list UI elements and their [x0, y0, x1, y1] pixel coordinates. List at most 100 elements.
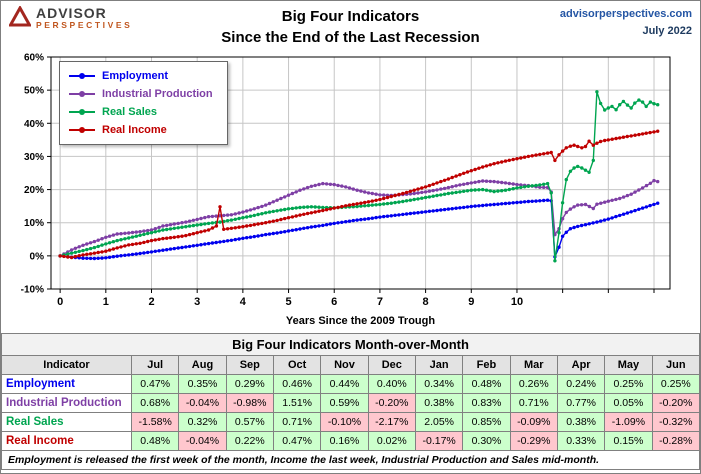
y-axis-tick-label: 10%: [24, 218, 44, 229]
table-cell: -1.09%: [604, 412, 653, 432]
table-cell: 0.48%: [462, 374, 511, 394]
chart-title-line2: Since the End of the Last Recession: [221, 29, 480, 46]
brand-text: ADVISOR PERSPECTIVES: [36, 6, 132, 30]
table-cell: -0.28%: [651, 431, 700, 451]
legend-item: Real Income: [69, 123, 213, 137]
table-cell: 0.68%: [130, 393, 180, 413]
x-axis-tick-label: 6: [331, 296, 337, 308]
table-cell: -0.17%: [414, 431, 464, 451]
table-cell: 0.47%: [130, 374, 180, 394]
table-cell: 0.57%: [225, 412, 274, 432]
legend-item: Employment: [69, 69, 213, 83]
brand-name-bottom: PERSPECTIVES: [36, 19, 133, 30]
report-date: July 2022: [642, 24, 692, 37]
month-column-header: Apr: [556, 355, 606, 375]
table-row: Real Sales -1.58% 0.32% 0.57% 0.71% -0.10% -2.…: [1, 412, 700, 432]
table-title: Big Four Indicators Month-over-Month: [1, 333, 700, 356]
table-cell: 0.47%: [272, 431, 322, 451]
x-axis-tick-label: 4: [240, 296, 247, 308]
mom-table-data-body: Employment 0.47% 0.35% 0.29% 0.46% 0.44% 0.40%…: [1, 374, 700, 451]
month-column-header: Mar: [509, 355, 558, 375]
row-label: Industrial Production: [1, 393, 132, 413]
y-axis-tick-label: 40%: [24, 119, 44, 130]
table-cell: -1.58%: [130, 412, 180, 432]
table-cell: -0.98%: [225, 393, 274, 413]
table-cell: 0.44%: [320, 374, 369, 394]
y-axis-tick-label: 0%: [30, 251, 45, 262]
table-cell: 0.33%: [556, 431, 606, 451]
chart-legend: Employment Industrial Production Real Sale…: [59, 61, 228, 145]
header: ADVISOR PERSPECTIVES Big Four Indicators…: [1, 1, 700, 49]
mom-table: Big Four Indicators Month-over-Month Ind…: [1, 333, 700, 470]
table-cell: 2.05%: [414, 412, 464, 432]
chart-svg: -10% 0% 10% 20% 30% 40% 50% 60% 0 1 2 3 4 5 6 7 8 9 10 Year…: [21, 53, 671, 327]
x-axis-tick-label: 8: [423, 296, 429, 308]
row-label: Real Sales: [1, 412, 132, 432]
month-column-header: Oct: [272, 355, 322, 375]
table-cell: -0.09%: [509, 412, 558, 432]
table-cell: 0.77%: [556, 393, 606, 413]
x-axis-tick-label: 1: [103, 296, 109, 308]
y-axis-tick-label: 60%: [24, 53, 44, 64]
mom-table-body: Big Four Indicators Month-over-Month Ind…: [1, 333, 700, 375]
month-column-header: Jul: [130, 355, 180, 375]
legend-item: Industrial Production: [69, 87, 213, 101]
brand-name-top: ADVISOR: [36, 5, 107, 21]
legend-marker-icon: [69, 127, 95, 133]
mom-table-header-row: Indicator Jul Aug Sep Oct Nov Dec Jan Feb Mar Apr…: [1, 355, 700, 375]
table-cell: 0.85%: [462, 412, 511, 432]
table-row: Real Income 0.48% -0.04% 0.22% 0.47% 0.16% 0.0…: [1, 431, 700, 451]
series-line: [60, 199, 658, 260]
month-column-header: Jan: [414, 355, 464, 375]
month-column-header: Jun: [651, 355, 700, 375]
table-cell: 0.48%: [130, 431, 180, 451]
table-cell: 0.83%: [462, 393, 511, 413]
table-cell: -2.17%: [367, 412, 416, 432]
table-cell: 0.46%: [272, 374, 322, 394]
x-axis-tick-label: 3: [194, 296, 200, 308]
table-cell: 0.25%: [604, 374, 653, 394]
table-cell: -0.04%: [178, 431, 227, 451]
x-axis-tick-label: 10: [511, 296, 523, 308]
table-cell: 0.71%: [509, 393, 558, 413]
site-link[interactable]: advisorperspectives.com: [559, 8, 692, 20]
legend-marker-icon: [69, 91, 95, 97]
table-cell: 0.71%: [272, 412, 322, 432]
y-axis-tick-label: -10%: [21, 285, 44, 296]
table-cell: 0.16%: [320, 431, 369, 451]
table-cell: -0.29%: [509, 431, 558, 451]
chart-title-line1: Big Four Indicators: [281, 8, 420, 25]
footnote-row: Employment is released the first week of…: [1, 450, 700, 470]
header-right: advisorperspectives.com July 2022: [507, 6, 692, 39]
table-cell: 0.29%: [225, 374, 274, 394]
table-cell: -0.20%: [367, 393, 416, 413]
triangle-logo-icon: [7, 4, 33, 33]
x-axis-tick-label: 7: [377, 296, 383, 308]
month-column-header: Sep: [225, 355, 274, 375]
table-cell: 0.59%: [320, 393, 369, 413]
legend-label: Employment: [102, 70, 169, 82]
table-cell: -0.04%: [178, 393, 227, 413]
x-axis-tick-label: 9: [468, 296, 474, 308]
table-cell: 0.15%: [604, 431, 653, 451]
table-cell: 0.38%: [556, 412, 606, 432]
month-column-header: Aug: [178, 355, 227, 375]
legend-marker-icon: [69, 109, 95, 115]
legend-marker-icon: [69, 73, 95, 79]
table-cell: -0.10%: [320, 412, 369, 432]
table-row: Employment 0.47% 0.35% 0.29% 0.46% 0.44% 0.40%…: [1, 374, 700, 394]
table-cell: 1.51%: [272, 393, 322, 413]
legend-label: Real Sales: [102, 106, 158, 118]
series-line: [60, 130, 658, 259]
indicator-column-header: Indicator: [1, 355, 132, 375]
table-cell: 0.38%: [414, 393, 464, 413]
x-axis-title: Years Since the 2009 Trough: [286, 315, 435, 327]
table-row: Industrial Production 0.68% -0.04% -0.98% 1.…: [1, 393, 700, 413]
y-axis-tick-label: 20%: [24, 185, 44, 196]
table-cell: 0.02%: [367, 431, 416, 451]
month-column-header: Dec: [367, 355, 416, 375]
table-cell: 0.24%: [556, 374, 606, 394]
y-axis-tick-label: 30%: [24, 152, 44, 163]
chart-area: -10% 0% 10% 20% 30% 40% 50% 60% 0 1 2 3 4 5 6 7 8 9 10 Year…: [1, 49, 700, 333]
